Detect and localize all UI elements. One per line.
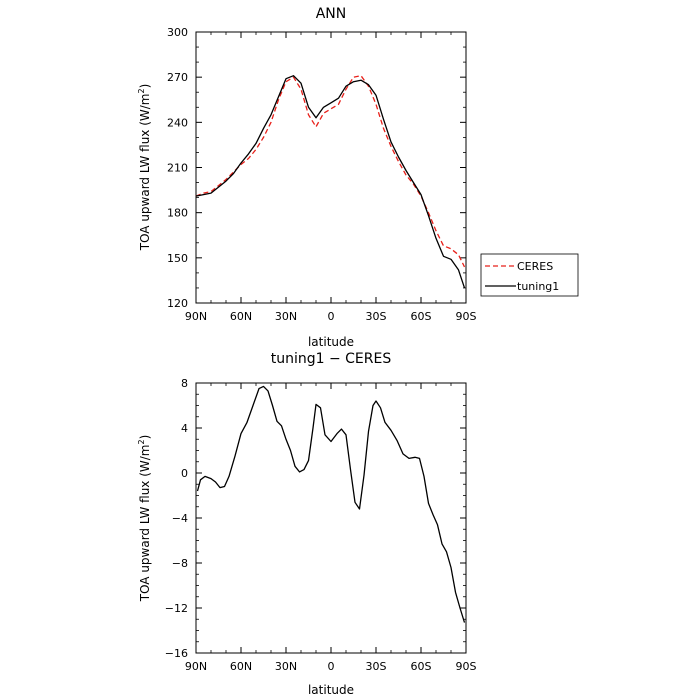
x-tick-label: 0 [328,310,335,323]
top-chart-title: ANN [316,6,347,22]
bottom-chart-title: tuning1 − CERES [271,351,392,367]
top-panel: ANN 90N 60N 30N 0 30S 60S 90S 120 150 180 210 240 27… [137,6,579,349]
x-tick-label: 90S [456,310,477,323]
y-tick-label: 4 [181,422,188,435]
y-tick-label: −8 [172,557,188,570]
y-tick-label: 270 [167,71,188,84]
y-tick-label: 120 [167,297,188,310]
y-tick-label: 8 [181,377,188,390]
top-axis-ticks: 90N 60N 30N 0 30S 60S 90S 120 150 180 210 240 270 300 [167,26,477,323]
series-line-ceres [195,75,466,268]
series-line-difference [196,385,466,623]
bottom-series-group [196,385,466,623]
legend: CERES tuning1 [480,253,579,297]
y-tick-label: 150 [167,252,188,265]
x-tick-label: 30S [366,310,387,323]
bottom-plot-frame [195,382,467,654]
x-tick-label: 0 [328,660,335,673]
x-tick-label: 60N [230,310,252,323]
top-y-axis-label: TOA upward LW flux (W/m2) [137,84,152,252]
bottom-x-axis-label: latitude [308,683,354,697]
bottom-panel: tuning1 − CERES 90N 60N 30N 0 30S 60S 90S −16 −1… [137,351,477,697]
top-series-group [195,75,466,289]
top-x-axis-label: latitude [308,335,354,349]
y-tick-label: 180 [167,207,188,220]
bottom-axis-ticks: 90N 60N 30N 0 30S 60S 90S −16 −12 −8 −4 0 4 8 [165,377,477,673]
legend-box [480,253,579,297]
y-tick-label: 0 [181,467,188,480]
y-tick-label: 300 [167,26,188,39]
y-tick-label: 240 [167,116,188,129]
series-line-tuning1 [195,75,466,289]
x-tick-label: 30S [366,660,387,673]
x-tick-label: 60N [230,660,252,673]
legend-label-ceres: CERES [517,260,553,273]
y-tick-label: −16 [165,647,188,660]
bottom-y-axis-label: TOA upward LW flux (W/m2) [137,435,152,603]
y-tick-label: −12 [165,602,188,615]
legend-label-tuning1: tuning1 [517,280,559,293]
x-tick-label: 90S [456,660,477,673]
top-plot-frame [195,31,467,304]
x-tick-label: 30N [275,310,297,323]
x-tick-label: 90N [185,310,207,323]
x-tick-label: 90N [185,660,207,673]
y-tick-label: −4 [172,512,188,525]
y-tick-label: 210 [167,162,188,175]
x-tick-label: 30N [275,660,297,673]
x-tick-label: 60S [411,660,432,673]
x-tick-label: 60S [411,310,432,323]
